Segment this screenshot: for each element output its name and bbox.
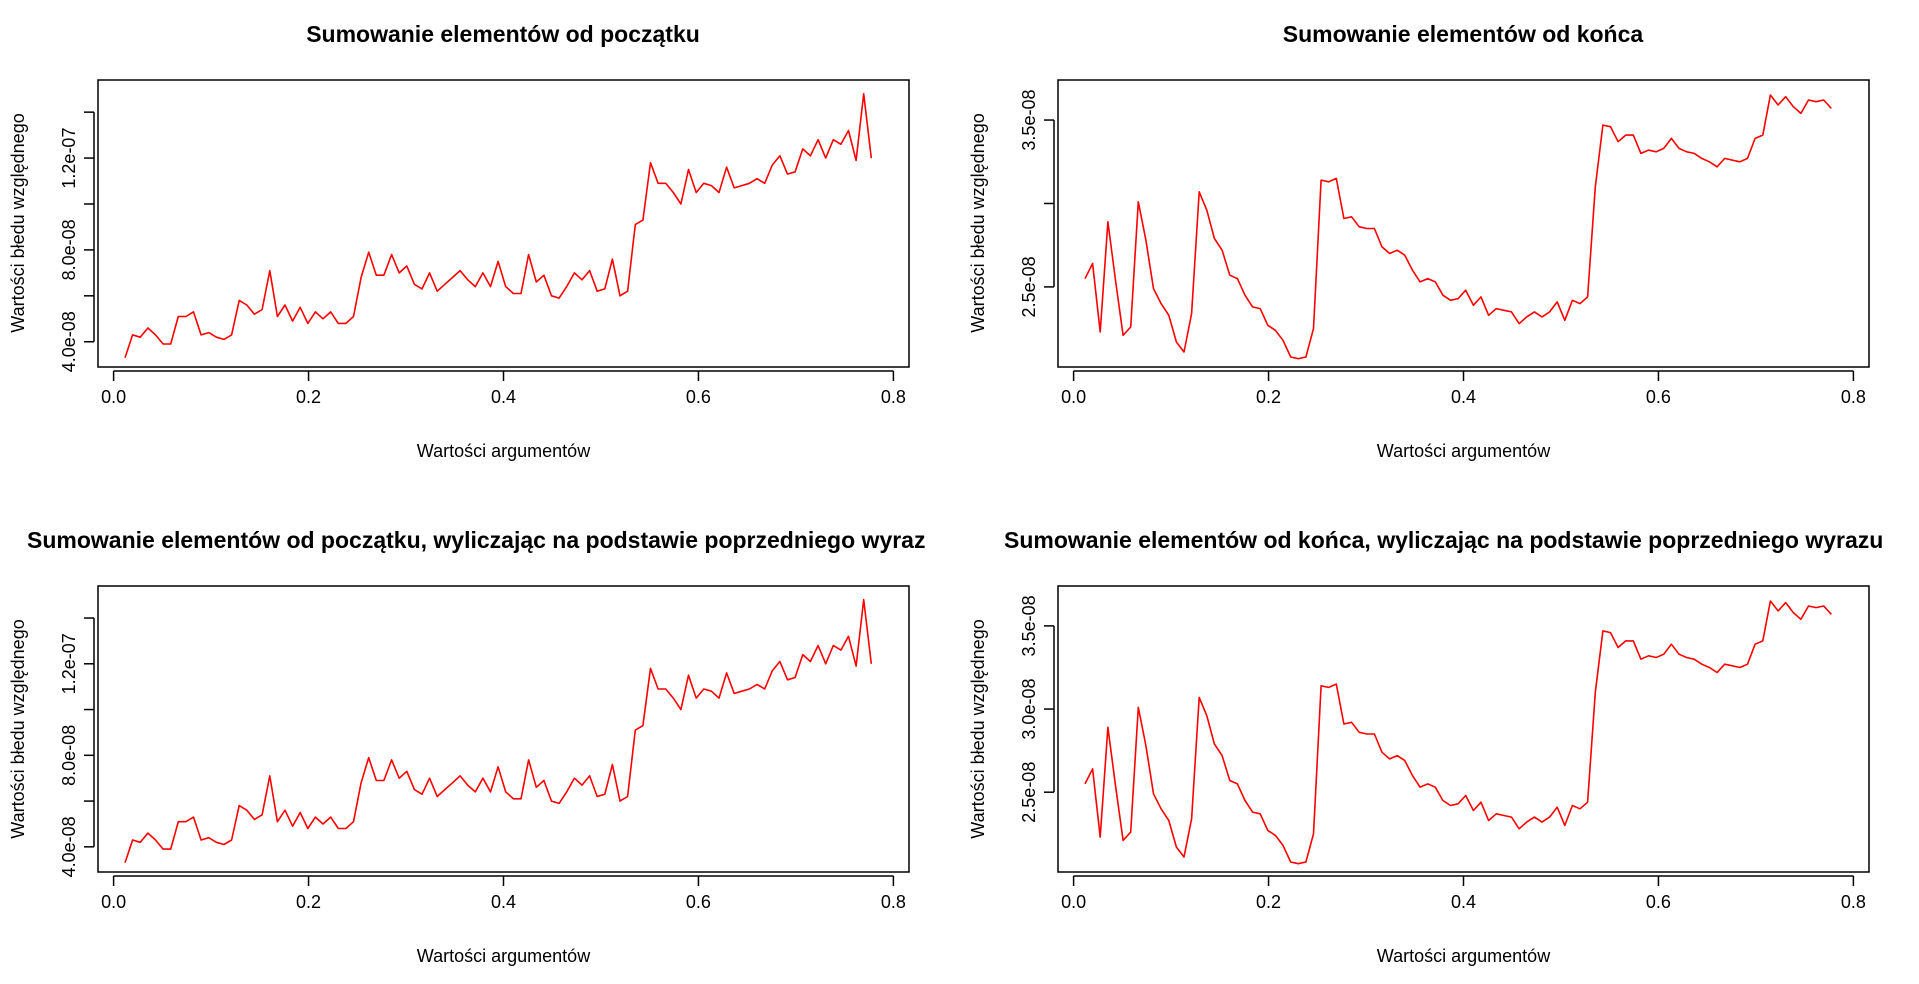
series-line-1: [1084, 94, 1832, 360]
y-axis-title: Wartości błedu względnego: [968, 113, 988, 332]
x-tick-label: 0.0: [101, 892, 126, 912]
x-tick-label: 0.2: [1256, 387, 1281, 407]
x-axis-title: Wartości argumentów: [417, 441, 591, 461]
chart-panel-2: Sumowanie elementów od końca 0.0 0.2 0.4 0.6…: [968, 21, 1870, 461]
y-tick-label: 1.2e-07: [59, 128, 79, 189]
y-axis-title: Wartości błedu względnego: [968, 619, 988, 838]
x-tick-label: 0.8: [1841, 387, 1866, 407]
x-tick-label: 0.0: [1061, 387, 1086, 407]
chart-title: Sumowanie elementów od początku: [306, 21, 700, 47]
series-line-1: [124, 93, 873, 359]
y-tick-label: 1.2e-07: [59, 633, 79, 694]
x-tick-label: 0.6: [1646, 387, 1671, 407]
y-tick-label: 3.5e-08: [1019, 90, 1039, 151]
x-axis-title: Wartości argumentów: [417, 946, 591, 966]
x-tick-label: 0.2: [1256, 892, 1281, 912]
y-axis-title: Wartości błedu względnego: [8, 619, 28, 838]
x-tick-label: 0.0: [1061, 892, 1086, 912]
x-tick-label: 0.8: [881, 892, 906, 912]
chart-title: Sumowanie elementów od początku, wylicza…: [27, 527, 925, 553]
chart-panel-3: Sumowanie elementów od początku, wylicza…: [8, 527, 925, 966]
y-tick-label: 3.0e-08: [1019, 679, 1039, 740]
chart-title: Sumowanie elementów od końca, wyliczając…: [1004, 527, 1883, 553]
y-tick-label: 2.5e-08: [1019, 256, 1039, 317]
x-tick-label: 0.6: [686, 892, 711, 912]
x-tick-label: 0.6: [1646, 892, 1671, 912]
chart-panel-1: Sumowanie elementów od początku 0.0 0.2 0.4…: [8, 21, 910, 461]
y-tick-label: 3.5e-08: [1019, 595, 1039, 656]
plot-frame: [1057, 79, 1870, 368]
x-axis-title: Wartości argumentów: [1377, 441, 1551, 461]
series-line-1: [124, 598, 873, 864]
y-axis-title: Wartości błedu względnego: [8, 113, 28, 332]
y-tick-label: 4.0e-08: [59, 311, 79, 372]
x-tick-label: 0.8: [881, 387, 906, 407]
x-tick-label: 0.6: [686, 387, 711, 407]
x-tick-label: 0.4: [1451, 892, 1476, 912]
chart-title: Sumowanie elementów od końca: [1283, 21, 1644, 47]
chart-panel-4: Sumowanie elementów od końca, wyliczając…: [968, 527, 1883, 966]
x-tick-label: 0.0: [101, 387, 126, 407]
series-line-1: [1084, 600, 1832, 865]
x-tick-label: 0.2: [296, 892, 321, 912]
plot-frame: [1057, 585, 1870, 873]
x-tick-label: 0.4: [491, 387, 516, 407]
x-tick-label: 0.4: [491, 892, 516, 912]
y-tick-label: 8.0e-08: [59, 725, 79, 786]
x-tick-label: 0.2: [296, 387, 321, 407]
y-tick-label: 8.0e-08: [59, 219, 79, 280]
x-tick-label: 0.4: [1451, 387, 1476, 407]
x-tick-label: 0.8: [1841, 892, 1866, 912]
x-axis-title: Wartości argumentów: [1377, 946, 1551, 966]
plot-frame: [97, 585, 910, 873]
plot-frame: [97, 79, 910, 368]
y-tick-label: 4.0e-08: [59, 816, 79, 877]
y-tick-label: 2.5e-08: [1019, 762, 1039, 823]
